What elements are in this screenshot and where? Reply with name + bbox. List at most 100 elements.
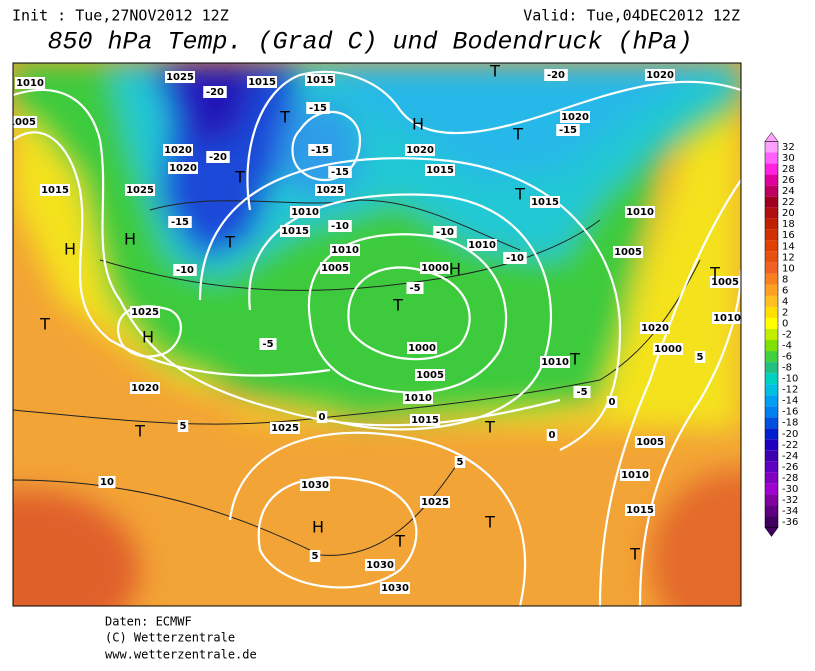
colorbar-swatch <box>765 284 778 296</box>
label-box <box>406 282 424 294</box>
label-box <box>165 71 195 83</box>
contour-label: 1025 <box>316 185 344 196</box>
contour-label: -20 <box>206 87 224 98</box>
label-box <box>328 220 352 232</box>
pressure-center: T <box>629 545 640 564</box>
label-box <box>503 252 527 264</box>
pressure-center: T <box>484 513 495 532</box>
contour-label: 5 <box>180 421 187 432</box>
pressure-center: T <box>224 233 235 252</box>
colorbar-tick-label: 2 <box>782 307 788 318</box>
label-box <box>270 422 300 434</box>
colorbar-swatch <box>765 163 778 175</box>
label-box <box>315 184 345 196</box>
contour-label: 1020 <box>406 145 434 156</box>
label-box <box>625 206 655 218</box>
colorbar-tick-label: -16 <box>782 407 798 418</box>
contour-label: -15 <box>311 145 329 156</box>
colorbar-swatch <box>765 351 778 363</box>
colorbar-tick-label: -22 <box>782 440 798 451</box>
label-box <box>560 111 590 123</box>
contour-label: 5 <box>457 457 464 468</box>
colorbar-tick-label: -36 <box>782 517 798 528</box>
contour-label: 1010 <box>291 207 319 218</box>
colorbar-tick-label: -34 <box>782 506 798 517</box>
colorbar-swatch <box>765 207 778 219</box>
init-time: Init : Tue,27NOV2012 12Z <box>12 7 229 25</box>
label-box <box>98 476 116 488</box>
contour-label: -20 <box>209 152 227 163</box>
contour-label: 1010 <box>713 313 741 324</box>
footer-line: Daten: ECMWF <box>105 615 192 629</box>
colorbar-cap <box>764 527 779 537</box>
label-box <box>556 124 580 136</box>
colorbar-swatch <box>765 483 778 495</box>
label-box <box>130 306 160 318</box>
label-box <box>125 184 155 196</box>
contour-label: -10 <box>331 221 349 232</box>
colorbar-tick-label: 32 <box>782 142 795 153</box>
colorbar-tick-label: 26 <box>782 175 795 186</box>
label-box <box>173 264 197 276</box>
colorbar-swatch <box>765 141 778 153</box>
contour-label: 5 <box>312 551 319 562</box>
temperature-contours <box>13 199 701 556</box>
label-box <box>405 144 435 156</box>
label-box <box>530 196 560 208</box>
label-box <box>168 216 192 228</box>
contour-label: -15 <box>309 103 327 114</box>
label-box <box>290 206 320 218</box>
contour-label: -15 <box>171 217 189 228</box>
colorbar-tick-label: 20 <box>782 208 795 219</box>
contour-label: 1010 <box>626 207 654 218</box>
colorbar: 32302826242220181614121086420-2-4-6-8-10… <box>764 132 798 537</box>
colorbar-swatch <box>765 306 778 318</box>
label-box <box>420 496 450 508</box>
colorbar-tick-label: -14 <box>782 396 798 407</box>
contour-label: 1025 <box>271 423 299 434</box>
colorbar-swatch <box>765 273 778 285</box>
label-box <box>15 77 45 89</box>
contour-label: 1005 <box>636 437 664 448</box>
label-box <box>130 382 160 394</box>
pressure-center: T <box>484 418 495 437</box>
contour-label: 1015 <box>411 415 439 426</box>
label-box <box>309 550 321 562</box>
pressure-center: H <box>412 115 424 134</box>
colorbar-tick-label: 24 <box>782 186 795 197</box>
contour-label: 1020 <box>131 383 159 394</box>
colorbar-swatch <box>765 262 778 274</box>
contour-label: 1010 <box>468 240 496 251</box>
contour-label: 1015 <box>248 77 276 88</box>
label-box <box>330 244 360 256</box>
colorbar-tick-label: 22 <box>782 197 795 208</box>
contour-label: 1005 <box>614 247 642 258</box>
colorbar-swatch <box>765 406 778 418</box>
pressure-center: T <box>514 185 525 204</box>
contour-label: 1020 <box>561 112 589 123</box>
label-box <box>40 184 70 196</box>
label-box <box>203 86 227 98</box>
contour-label: 1015 <box>426 165 454 176</box>
colorbar-tick-label: -32 <box>782 495 798 506</box>
colorbar-tick-label: 10 <box>782 263 795 274</box>
footer-line: (C) Wetterzentrale <box>105 631 235 645</box>
pressure-center: H <box>449 260 461 279</box>
label-box <box>13 116 37 128</box>
contour-label: 0 <box>609 397 616 408</box>
contour-label: 1010 <box>404 393 432 404</box>
contour-label: 1020 <box>641 323 669 334</box>
contour-label: -10 <box>506 253 524 264</box>
colorbar-tick-label: 0 <box>782 318 788 329</box>
label-box <box>163 144 193 156</box>
colorbar-swatch <box>765 152 778 164</box>
pressure-center: T <box>279 108 290 127</box>
colorbar-tick-label: -20 <box>782 429 798 440</box>
contour-label: 1010 <box>16 78 44 89</box>
label-box <box>280 225 310 237</box>
pressure-center: H <box>312 518 324 537</box>
colorbar-swatch <box>765 516 778 528</box>
pressure-center: H <box>142 328 154 347</box>
